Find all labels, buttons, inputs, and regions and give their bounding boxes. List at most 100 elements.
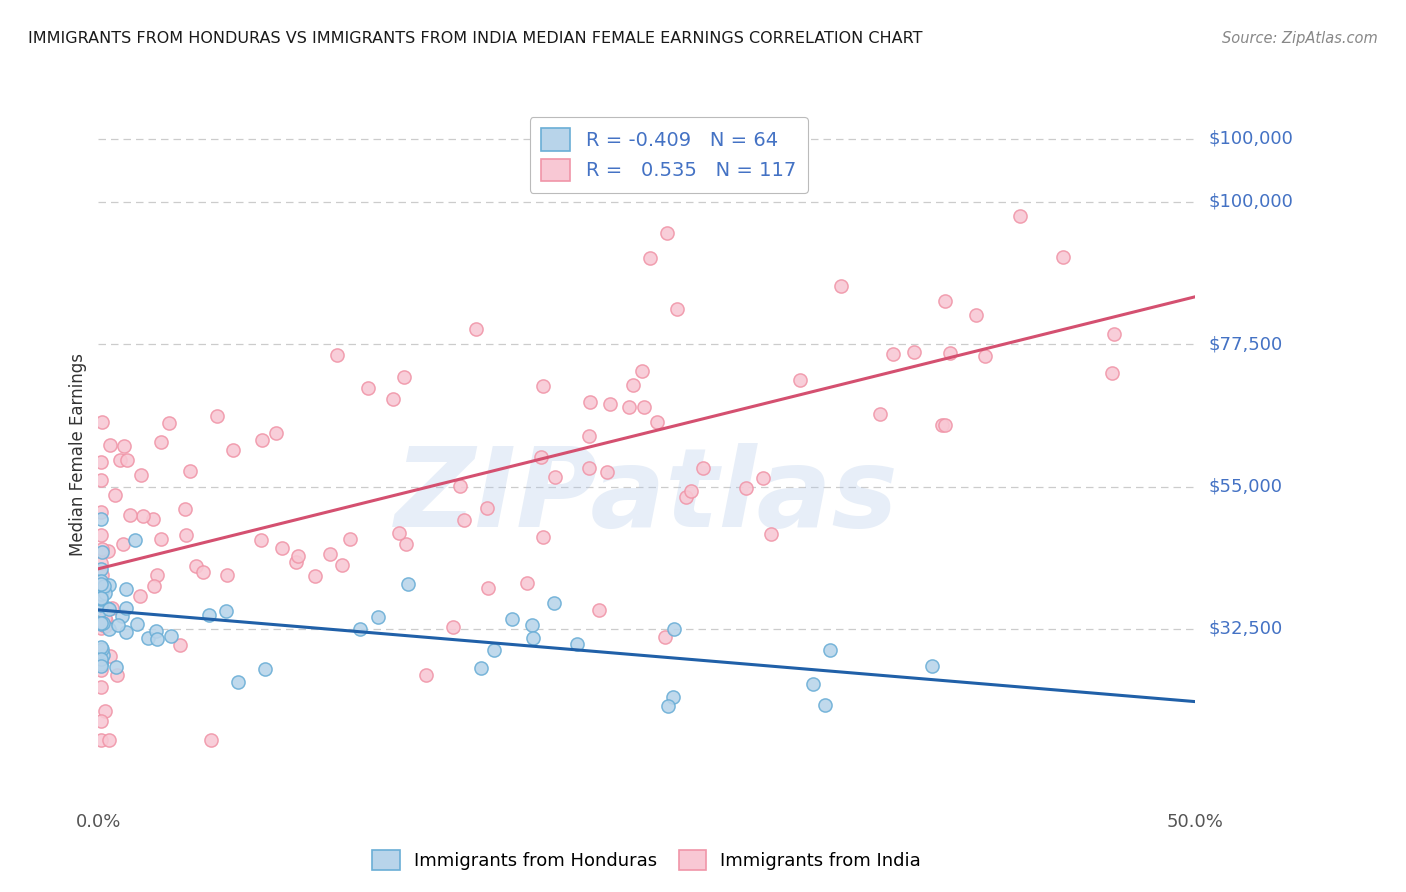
Point bbox=[662, 690, 685, 704]
Point bbox=[470, 661, 492, 675]
Point bbox=[250, 533, 273, 548]
Point bbox=[108, 452, 131, 467]
Point bbox=[98, 622, 121, 636]
Point bbox=[90, 528, 112, 542]
Point bbox=[287, 549, 309, 563]
Point bbox=[90, 581, 112, 595]
Point bbox=[818, 643, 841, 657]
Point bbox=[90, 616, 112, 631]
Point bbox=[94, 611, 117, 625]
Legend: Immigrants from Honduras, Immigrants from India: Immigrants from Honduras, Immigrants fro… bbox=[366, 843, 928, 877]
Point bbox=[415, 668, 437, 682]
Point bbox=[477, 582, 499, 596]
Point bbox=[107, 617, 129, 632]
Point bbox=[94, 603, 117, 617]
Point bbox=[94, 704, 117, 718]
Point bbox=[388, 525, 411, 540]
Point bbox=[638, 251, 661, 265]
Point bbox=[226, 675, 249, 690]
Point bbox=[127, 617, 149, 632]
Point bbox=[654, 630, 676, 644]
Point bbox=[357, 381, 380, 395]
Point bbox=[931, 417, 953, 432]
Point bbox=[578, 461, 600, 475]
Point bbox=[666, 301, 689, 316]
Point bbox=[222, 442, 245, 457]
Point bbox=[91, 415, 114, 429]
Point bbox=[392, 370, 415, 384]
Point bbox=[90, 599, 112, 613]
Point bbox=[105, 660, 128, 674]
Point bbox=[91, 648, 114, 662]
Point bbox=[814, 698, 837, 712]
Point bbox=[179, 464, 201, 478]
Point bbox=[112, 537, 135, 551]
Point bbox=[531, 379, 554, 393]
Point bbox=[91, 568, 114, 582]
Point bbox=[330, 558, 353, 572]
Point bbox=[115, 624, 138, 639]
Point bbox=[90, 562, 112, 576]
Point bbox=[789, 374, 811, 388]
Point bbox=[921, 659, 943, 673]
Point bbox=[382, 392, 405, 406]
Point bbox=[90, 512, 112, 526]
Text: Source: ZipAtlas.com: Source: ZipAtlas.com bbox=[1222, 31, 1378, 46]
Point bbox=[91, 615, 114, 630]
Point bbox=[118, 508, 141, 522]
Point bbox=[145, 624, 167, 638]
Point bbox=[98, 438, 121, 452]
Point bbox=[129, 468, 152, 483]
Point bbox=[115, 601, 138, 615]
Point bbox=[588, 603, 610, 617]
Point bbox=[90, 454, 112, 468]
Point bbox=[544, 470, 567, 484]
Text: IMMIGRANTS FROM HONDURAS VS IMMIGRANTS FROM INDIA MEDIAN FEMALE EARNINGS CORRELA: IMMIGRANTS FROM HONDURAS VS IMMIGRANTS F… bbox=[28, 31, 922, 46]
Point bbox=[655, 226, 678, 240]
Point bbox=[830, 279, 852, 293]
Point bbox=[973, 349, 995, 363]
Point bbox=[93, 579, 115, 593]
Point bbox=[90, 591, 112, 606]
Point bbox=[965, 308, 987, 322]
Point bbox=[395, 537, 418, 551]
Point bbox=[90, 651, 112, 665]
Point bbox=[90, 541, 112, 556]
Point bbox=[94, 586, 117, 600]
Point bbox=[578, 395, 600, 409]
Point bbox=[647, 415, 669, 429]
Point bbox=[934, 293, 956, 308]
Point bbox=[90, 474, 112, 488]
Text: $77,500: $77,500 bbox=[1209, 335, 1284, 353]
Point bbox=[159, 629, 181, 643]
Point bbox=[174, 528, 197, 542]
Point bbox=[578, 428, 600, 442]
Point bbox=[90, 663, 112, 677]
Point bbox=[599, 397, 621, 411]
Point bbox=[146, 568, 169, 582]
Point bbox=[143, 579, 166, 593]
Point bbox=[477, 500, 499, 515]
Point bbox=[103, 488, 125, 502]
Y-axis label: Median Female Earnings: Median Female Earnings bbox=[69, 353, 87, 557]
Point bbox=[142, 512, 165, 526]
Point bbox=[1052, 251, 1074, 265]
Point bbox=[98, 578, 121, 592]
Point bbox=[111, 609, 134, 624]
Point bbox=[664, 622, 686, 636]
Point bbox=[90, 574, 112, 589]
Point bbox=[112, 439, 135, 453]
Point bbox=[449, 479, 471, 493]
Point bbox=[522, 632, 544, 646]
Point bbox=[250, 433, 273, 447]
Point bbox=[441, 620, 464, 634]
Point bbox=[205, 409, 228, 423]
Point bbox=[734, 481, 756, 495]
Point bbox=[522, 618, 544, 632]
Point bbox=[1102, 327, 1125, 342]
Point bbox=[398, 577, 420, 591]
Point bbox=[1101, 366, 1123, 380]
Point bbox=[453, 512, 475, 526]
Point bbox=[631, 364, 654, 378]
Point bbox=[90, 681, 112, 695]
